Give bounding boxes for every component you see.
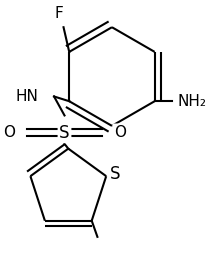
- Text: HN: HN: [16, 89, 39, 104]
- Text: O: O: [114, 125, 126, 140]
- Text: S: S: [59, 123, 70, 142]
- Text: F: F: [54, 6, 63, 21]
- Text: O: O: [3, 125, 15, 140]
- Text: NH₂: NH₂: [177, 94, 206, 109]
- Text: S: S: [110, 165, 121, 183]
